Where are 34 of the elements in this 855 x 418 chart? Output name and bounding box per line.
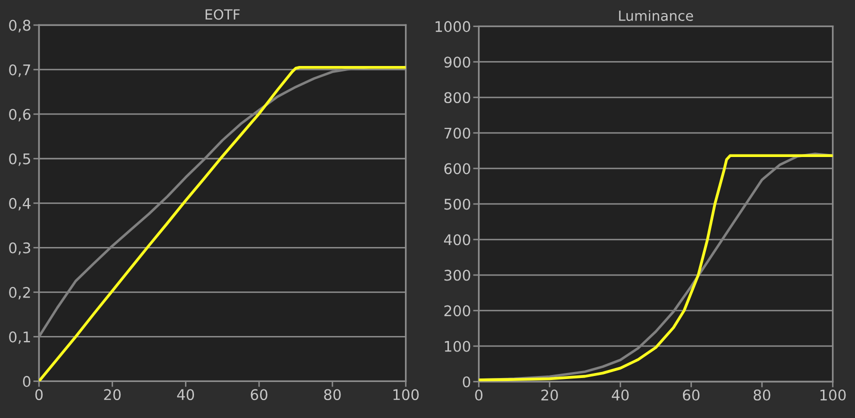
y-tick-label: 0,8 — [9, 20, 30, 32]
y-tick-label: 800 — [444, 92, 470, 104]
y-tick-label: 0,3 — [9, 242, 30, 255]
chart-title: EOTF — [206, 9, 240, 20]
x-tick-label: 20 — [541, 390, 558, 401]
y-tick-label: 0,2 — [9, 286, 30, 300]
y-tick-label: 0,6 — [9, 108, 30, 122]
y-tick-label: 0 — [23, 376, 30, 387]
x-tick-label: 60 — [250, 389, 268, 400]
y-tick-label: 900 — [444, 56, 470, 68]
y-tick-label: 0,7 — [9, 64, 30, 77]
y-tick-label: 200 — [444, 305, 470, 316]
x-tick-label: 60 — [682, 390, 700, 401]
x-tick-label: 100 — [820, 390, 846, 401]
x-tick-label: 20 — [104, 389, 121, 400]
chart-title: Luminance — [619, 10, 694, 21]
y-tick-label: 700 — [444, 128, 470, 139]
x-tick-label: 100 — [393, 389, 419, 400]
x-tick-label: 80 — [754, 390, 770, 401]
y-tick-label: 1000 — [436, 21, 470, 32]
x-tick-label: 80 — [324, 389, 341, 400]
y-tick-label: 500 — [444, 198, 470, 210]
y-tick-label: 0,5 — [9, 153, 30, 166]
y-tick-label: 0 — [462, 376, 470, 388]
y-tick-label: 0,1 — [9, 331, 30, 344]
y-tick-label: 400 — [444, 234, 470, 246]
x-tick-label: 40 — [177, 389, 194, 400]
y-tick-label: 100 — [444, 340, 470, 352]
x-tick-label: 0 — [35, 389, 43, 400]
y-tick-label: 600 — [444, 163, 470, 174]
y-tick-label: 300 — [444, 270, 470, 281]
x-tick-label: 40 — [612, 390, 629, 401]
y-tick-label: 0,4 — [9, 198, 31, 210]
x-tick-label: 0 — [475, 390, 482, 401]
